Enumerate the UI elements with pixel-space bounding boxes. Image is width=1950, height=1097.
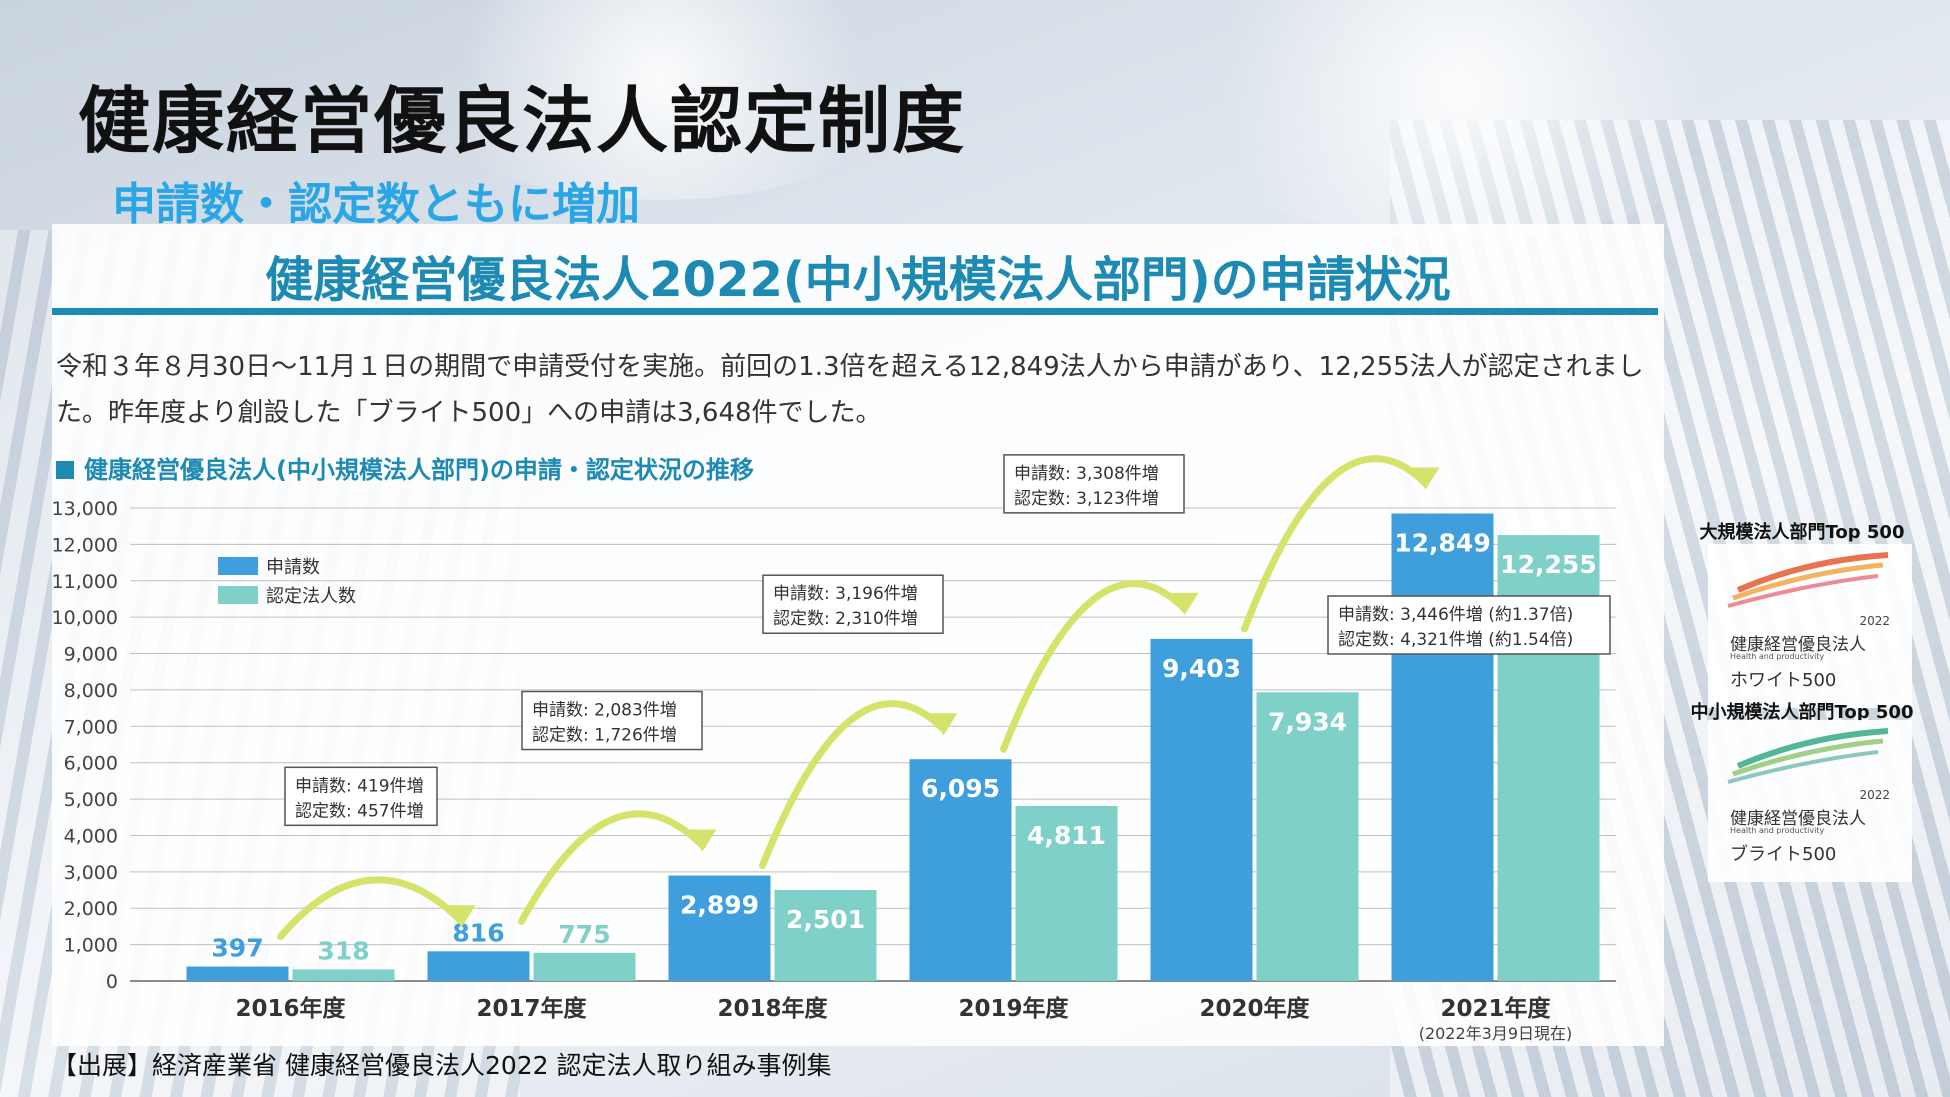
- logo-year: 2022: [1859, 614, 1890, 628]
- white500-logo-card: 2022 健康経営優良法人 Health and productivity ホワ…: [1708, 544, 1912, 708]
- page-title: 健康経営優良法人認定制度: [78, 79, 967, 163]
- panel-title: 健康経営優良法人2022(中小規模法人部門)の申請状況: [265, 252, 1451, 308]
- logo-stripe: [1736, 552, 1889, 593]
- white500-logo-icon: [1727, 552, 1889, 608]
- square-bullet-icon: [56, 461, 74, 479]
- logo-english: Health and productivity: [1730, 652, 1825, 661]
- logo-name: 健康経営優良法人: [1730, 635, 1866, 655]
- panel-divider: [52, 308, 1658, 315]
- chart-heading: 健康経営優良法人(中小規模法人部門)の申請・認定状況の推移: [56, 450, 754, 485]
- logo-header-small: 中小規模法人部門Top 500: [1690, 702, 1914, 723]
- logo-stripe: [1732, 562, 1884, 601]
- logo-stripe: [1732, 738, 1884, 777]
- panel-description: 令和３年８月30日～11月１日の期間で申請受付を実施。前回の1.3倍を超える12…: [56, 352, 1644, 428]
- content-panel: 健康経営優良法人2022(中小規模法人部門)の申請状況 令和３年８月30日～11…: [52, 224, 1664, 1046]
- logo-stripe: [1727, 750, 1879, 784]
- source-note: 【出展】経済産業省 健康経営優良法人2022 認定法人取り組み事例集: [52, 1051, 832, 1080]
- logo-rank: ホワイト500: [1730, 670, 1837, 691]
- logo-name: 健康経営優良法人: [1730, 809, 1866, 829]
- logo-year: 2022: [1859, 788, 1890, 802]
- logo-english: Health and productivity: [1730, 826, 1825, 835]
- logo-stripe: [1727, 574, 1879, 608]
- background-cloud: [1150, 0, 1770, 240]
- chart-heading-text: 健康経営優良法人(中小規模法人部門)の申請・認定状況の推移: [84, 456, 754, 484]
- logo-stripe: [1736, 728, 1889, 769]
- bright500-logo-card: 2022 健康経営優良法人 Health and productivity ブラ…: [1708, 720, 1912, 882]
- bright500-logo-icon: [1727, 728, 1889, 784]
- logo-rank: ブライト500: [1730, 844, 1837, 865]
- page-subtitle: 申請数・認定数ともに増加: [112, 179, 640, 230]
- logo-header-large: 大規模法人部門Top 500: [1699, 522, 1905, 543]
- background-cloud: [400, 0, 920, 200]
